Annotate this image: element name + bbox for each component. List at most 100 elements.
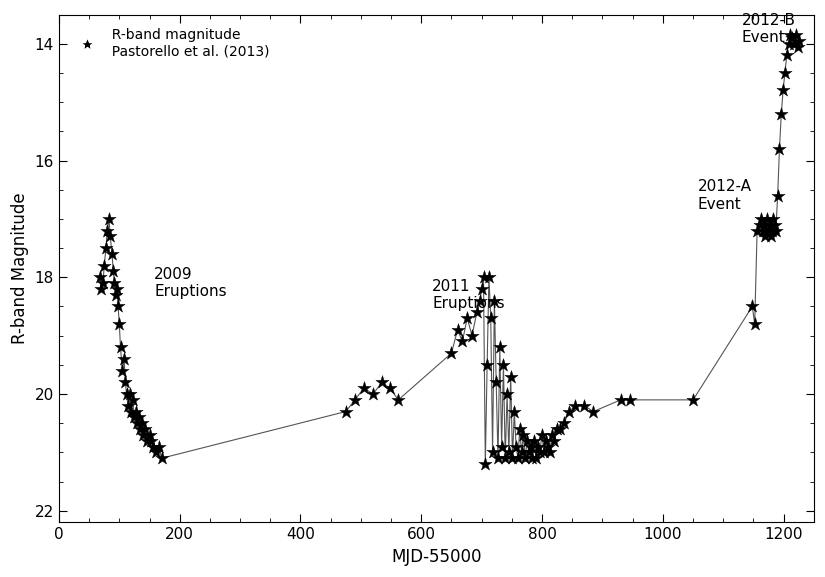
Point: [106, 249, 119, 258]
Point: [506, 454, 519, 463]
Point: [130, 407, 143, 416]
Point: [510, 442, 523, 451]
Point: [539, 436, 552, 445]
Point: [512, 454, 525, 463]
Point: [765, 232, 778, 241]
Point: [475, 284, 488, 294]
X-axis label: MJD-55000: MJD-55000: [391, 548, 482, 566]
Point: [548, 436, 561, 445]
Point: [769, 226, 782, 235]
Point: [451, 325, 464, 335]
Point: [554, 425, 567, 434]
Point: [757, 220, 771, 229]
Point: [544, 448, 557, 457]
Y-axis label: R-band Magnitude: R-band Magnitude: [11, 193, 29, 344]
Point: [114, 343, 127, 352]
Point: [776, 86, 790, 95]
Point: [113, 319, 126, 328]
Point: [111, 284, 124, 294]
Point: [519, 454, 532, 463]
Point: [545, 430, 559, 440]
Point: [531, 442, 545, 451]
Point: [535, 430, 549, 440]
Point: [109, 290, 122, 299]
Point: [131, 418, 144, 428]
Point: [140, 436, 153, 445]
Point: [493, 343, 507, 352]
Point: [587, 407, 600, 416]
Point: [149, 448, 163, 457]
Point: [541, 442, 554, 451]
Point: [93, 273, 106, 282]
Point: [101, 226, 114, 235]
Legend:   R-band magnitude
  Pastorello et al. (2013): R-band magnitude Pastorello et al. (2013…: [66, 21, 277, 66]
Point: [474, 296, 487, 305]
Point: [480, 360, 493, 369]
Point: [111, 302, 125, 311]
Point: [357, 384, 370, 393]
Point: [104, 232, 117, 241]
Point: [550, 425, 563, 434]
Point: [568, 401, 582, 410]
Point: [106, 267, 120, 276]
Point: [339, 407, 352, 416]
Point: [686, 395, 700, 404]
Point: [489, 378, 502, 387]
Point: [144, 436, 158, 445]
Point: [773, 144, 786, 153]
Point: [147, 442, 160, 451]
Point: [139, 425, 152, 434]
Text: 2012-A
Event: 2012-A Event: [698, 179, 752, 212]
Point: [766, 226, 779, 235]
Point: [470, 308, 483, 317]
Point: [117, 354, 130, 364]
Point: [143, 430, 156, 440]
Point: [455, 337, 469, 346]
Point: [477, 273, 490, 282]
Point: [507, 407, 521, 416]
Point: [375, 378, 389, 387]
Text: 2009
Eruptions: 2009 Eruptions: [154, 267, 227, 299]
Point: [515, 448, 528, 457]
Point: [533, 448, 546, 457]
Point: [445, 349, 458, 358]
Point: [782, 39, 795, 48]
Point: [771, 191, 785, 200]
Point: [460, 313, 474, 323]
Point: [760, 226, 773, 235]
Point: [126, 395, 139, 404]
Point: [492, 454, 505, 463]
Point: [465, 331, 478, 340]
Point: [134, 425, 147, 434]
Point: [557, 418, 570, 428]
Point: [780, 51, 794, 60]
Point: [793, 36, 806, 46]
Point: [787, 39, 800, 48]
Point: [484, 313, 497, 323]
Point: [614, 395, 627, 404]
Point: [790, 31, 803, 40]
Point: [524, 442, 537, 451]
Point: [478, 459, 492, 469]
Point: [623, 395, 636, 404]
Point: [502, 448, 516, 457]
Point: [768, 220, 781, 229]
Point: [775, 109, 788, 118]
Point: [578, 401, 591, 410]
Point: [100, 243, 113, 253]
Point: [753, 220, 766, 229]
Point: [135, 418, 148, 428]
Point: [128, 413, 141, 422]
Point: [785, 33, 799, 43]
Point: [483, 273, 496, 282]
Point: [766, 214, 780, 223]
Point: [762, 226, 776, 235]
Point: [526, 454, 539, 463]
Point: [530, 454, 543, 463]
Point: [504, 372, 517, 381]
Point: [495, 442, 508, 451]
Point: [563, 407, 576, 416]
Point: [501, 389, 514, 399]
Point: [522, 448, 535, 457]
Point: [751, 226, 764, 235]
